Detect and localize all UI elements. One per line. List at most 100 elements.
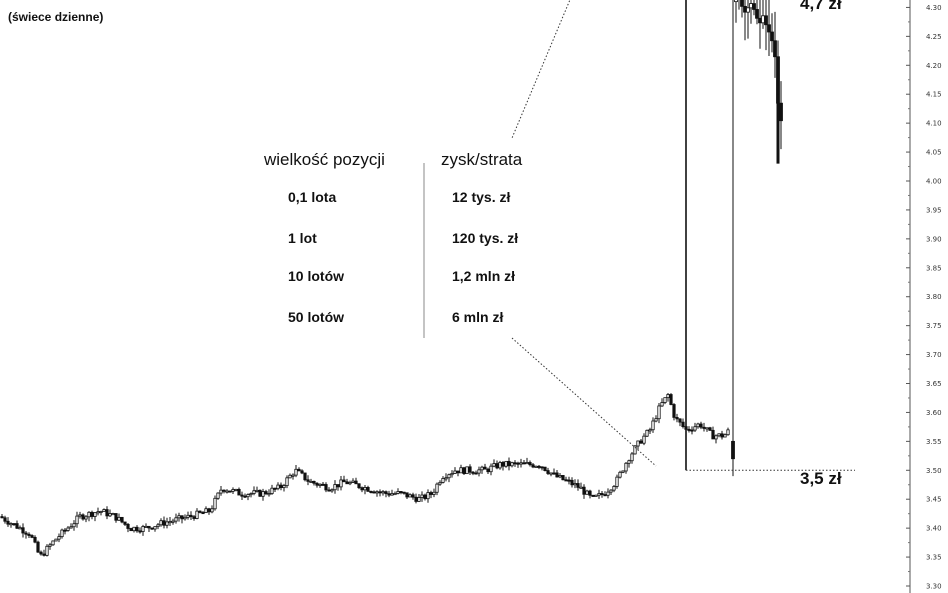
candle-body — [279, 484, 283, 489]
candle-body — [681, 421, 685, 427]
candle-body — [687, 428, 691, 431]
candle-body — [758, 17, 762, 24]
candle-body — [585, 490, 589, 495]
candle-body — [387, 493, 391, 496]
candle-body — [669, 394, 673, 405]
candle-body — [333, 484, 337, 491]
candle-body — [447, 474, 451, 479]
candle-body — [498, 462, 502, 469]
candle-body — [720, 433, 724, 438]
candle-body — [504, 460, 508, 467]
axis-tick-label: 4.05 — [926, 149, 942, 157]
candle-body — [192, 516, 196, 519]
candle-body — [315, 482, 319, 486]
candle-body — [621, 470, 625, 473]
candle-body — [779, 102, 783, 122]
candle-body — [654, 418, 658, 422]
candle-body — [567, 479, 571, 482]
candle-body — [285, 477, 289, 487]
candle-body — [633, 445, 637, 455]
axis-tick-label: 3.60 — [926, 409, 942, 417]
candle-body — [456, 470, 460, 474]
axis-tick-label: 3.65 — [926, 380, 942, 388]
candle-body — [672, 404, 676, 418]
candle-body — [96, 511, 100, 514]
candle-body — [624, 462, 628, 472]
candle-body — [609, 489, 613, 493]
candle-body — [573, 483, 577, 486]
candle-body — [405, 492, 409, 498]
candle-body — [606, 491, 610, 496]
candle-body — [51, 540, 55, 546]
candle-body — [36, 541, 40, 553]
candle-body — [375, 491, 379, 494]
candle-body — [462, 467, 466, 475]
candle-body — [648, 429, 652, 432]
candle-body — [501, 462, 505, 467]
candle-body — [699, 423, 703, 428]
candle-body — [372, 491, 376, 494]
candle-body — [492, 463, 496, 467]
candle-body — [9, 523, 13, 526]
candle-body — [749, 3, 753, 9]
candle-body — [3, 517, 7, 522]
candle-body — [120, 516, 124, 523]
candle-body — [54, 538, 58, 542]
candle-body — [453, 470, 457, 474]
candle-body — [552, 472, 556, 475]
candle-body — [696, 423, 700, 428]
candle-body — [480, 466, 484, 471]
candle-body — [222, 489, 226, 492]
candle-body — [300, 470, 304, 474]
candle-body — [210, 508, 214, 513]
candle-body — [243, 495, 247, 498]
axis-tick-label: 3.95 — [926, 206, 942, 214]
candle-body — [510, 462, 514, 467]
candle-body — [561, 475, 565, 481]
candle-body — [582, 486, 586, 495]
candle-body — [207, 508, 211, 513]
candle-body — [303, 472, 307, 481]
axis-tick-label: 4.20 — [926, 62, 942, 70]
candle-body — [174, 517, 178, 522]
candle-body — [423, 494, 427, 500]
candle-body — [486, 468, 490, 473]
candle-body — [324, 484, 328, 491]
candle-body — [528, 462, 532, 466]
candle-body — [312, 480, 316, 484]
candle-body — [237, 488, 241, 496]
candle-body — [411, 494, 415, 498]
candle-body — [558, 475, 562, 478]
candle-body — [746, 7, 750, 13]
candle-body — [516, 462, 520, 465]
candle-body — [642, 435, 646, 444]
candle-body — [600, 493, 604, 496]
candle-body — [414, 496, 418, 502]
candle-body — [33, 536, 37, 543]
candle-body — [540, 466, 544, 469]
candle-body — [651, 420, 655, 431]
candle-body — [225, 490, 229, 493]
candle-body — [627, 460, 631, 464]
candle-body — [321, 483, 325, 486]
candle-body — [396, 491, 400, 494]
candle-body — [99, 510, 103, 513]
candle-body — [351, 480, 355, 483]
candle-body — [252, 490, 256, 494]
candle-body — [450, 473, 454, 476]
candle-body — [429, 492, 433, 495]
candle-body — [354, 480, 358, 485]
axis-tick-label: 4.00 — [926, 178, 942, 186]
candle-body — [309, 480, 313, 483]
candle-body — [87, 511, 91, 518]
candle-body — [393, 493, 397, 496]
table-cell-size: 0,1 lota — [288, 189, 337, 205]
candle-body — [45, 545, 49, 556]
candle-body — [594, 494, 598, 497]
table-cell-profit: 120 tys. zł — [452, 230, 519, 246]
candle-body — [348, 481, 352, 485]
candle-body — [546, 470, 550, 474]
candle-body — [114, 513, 118, 521]
candle-body — [495, 463, 499, 469]
